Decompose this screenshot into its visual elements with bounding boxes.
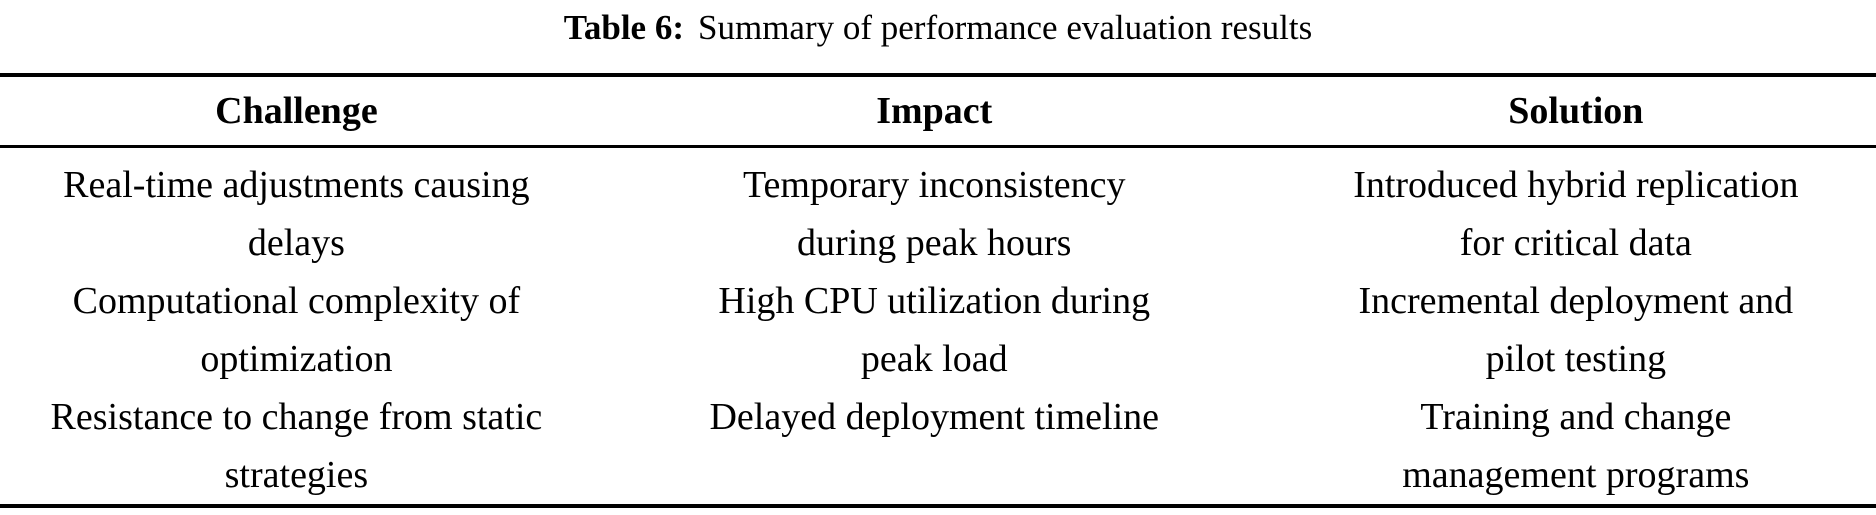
table-row: Computational complexity of optimization… bbox=[0, 272, 1876, 388]
cell-line: management programs bbox=[1402, 454, 1750, 496]
cell-line: Introduced hybrid replication bbox=[1353, 164, 1799, 206]
cell-impact: High CPU utilization during peak load bbox=[593, 272, 1276, 388]
column-header-challenge: Challenge bbox=[0, 75, 593, 148]
table-caption: Table 6: Summary of performance evaluatio… bbox=[0, 0, 1876, 51]
cell-line: Incremental deployment and bbox=[1358, 280, 1794, 322]
results-table: Challenge Impact Solution Real-time adju… bbox=[0, 73, 1876, 508]
cell-solution: Incremental deployment and pilot testing bbox=[1276, 272, 1876, 388]
cell-line: during peak hours bbox=[797, 222, 1072, 264]
cell-challenge: Real-time adjustments causing delays bbox=[0, 147, 593, 273]
cell-line: for critical data bbox=[1459, 222, 1692, 264]
cell-impact: Temporary inconsistency during peak hour… bbox=[593, 147, 1276, 273]
cell-line: Temporary inconsistency bbox=[742, 164, 1126, 206]
cell-challenge: Computational complexity of optimization bbox=[0, 272, 593, 388]
cell-solution: Training and change management programs bbox=[1276, 388, 1876, 506]
table-row: Real-time adjustments causing delays Tem… bbox=[0, 147, 1876, 273]
cell-line: High CPU utilization during bbox=[718, 280, 1151, 322]
cell-line: peak load bbox=[860, 338, 1008, 380]
cell-solution: Introduced hybrid replication for critic… bbox=[1276, 147, 1876, 273]
column-header-impact: Impact bbox=[592, 75, 1276, 148]
table-row: Resistance to change from static strateg… bbox=[0, 388, 1876, 506]
cell-impact: Delayed deployment timeline bbox=[593, 388, 1276, 506]
cell-line: Real-time adjustments causing bbox=[63, 164, 530, 206]
cell-line: pilot testing bbox=[1485, 338, 1667, 380]
cell-line: Delayed deployment timeline bbox=[709, 396, 1159, 438]
cell-line: Training and change bbox=[1420, 396, 1732, 438]
table-caption-label: Table 6: bbox=[563, 8, 684, 47]
cell-line: Resistance to change from static bbox=[50, 396, 543, 438]
cell-line: Computational complexity of bbox=[72, 280, 521, 322]
table-caption-text: Summary of performance evaluation result… bbox=[698, 8, 1313, 47]
table-header-row: Challenge Impact Solution bbox=[0, 75, 1876, 148]
cell-line: strategies bbox=[224, 454, 369, 496]
cell-challenge: Resistance to change from static strateg… bbox=[0, 388, 593, 506]
column-header-solution: Solution bbox=[1275, 75, 1876, 148]
cell-line: delays bbox=[247, 222, 345, 264]
cell-line: optimization bbox=[200, 338, 393, 380]
